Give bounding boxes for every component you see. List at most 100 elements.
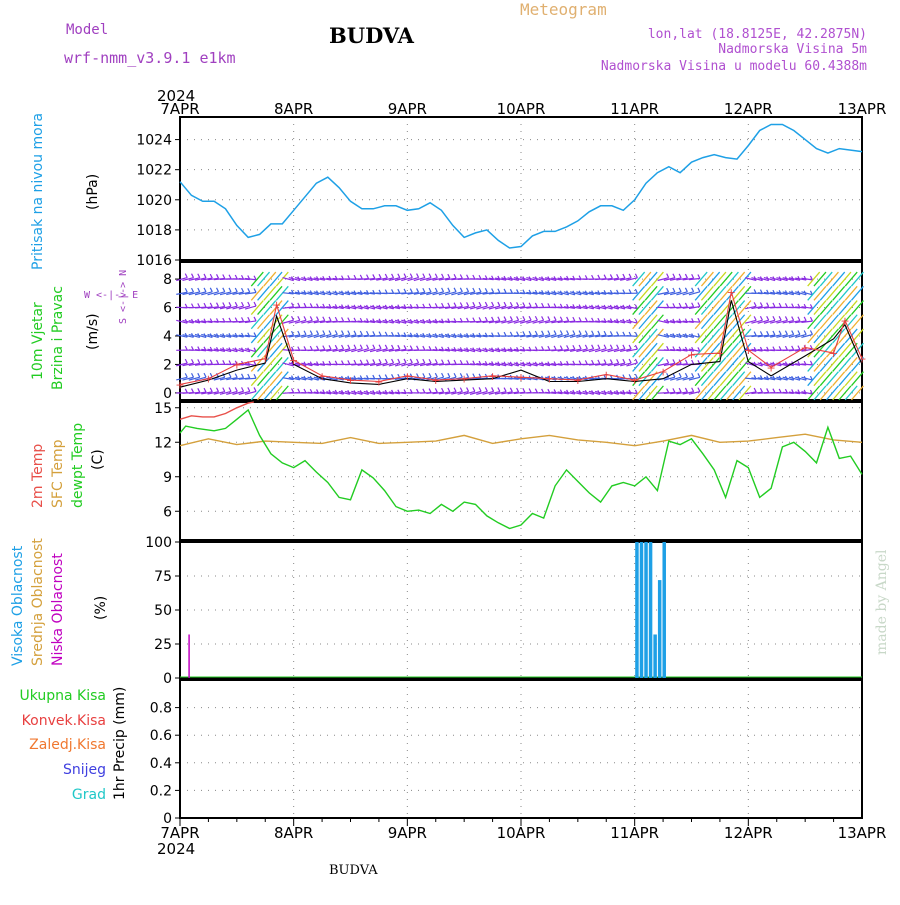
wind-barb-flag [479,288,481,292]
temperature-ytick-label: 6 [163,504,172,520]
wind-barb-flag [754,302,756,306]
wind-barb-flag [673,388,675,392]
wind-barb-flag [467,302,469,306]
wind-barb-flag [479,317,481,321]
time-label-top: 8APR [274,100,313,118]
clouds-frame [180,542,862,678]
wind-barb-flag [398,359,400,363]
wind-barb [833,329,845,343]
wind-barb [708,372,720,386]
wind-barb-flag [410,359,412,363]
wind-compass-ns: S <-|-> N [118,270,129,324]
wind-barb-flag [348,345,350,349]
wind-barb [714,315,726,329]
wind-barb-flag [598,345,600,349]
wind-barb [645,357,657,371]
wind-barb [845,272,857,286]
wind-barb [839,386,851,400]
wind-barb-flag [442,303,444,307]
wind-barb [258,272,270,286]
wind-barb-flag [242,317,244,321]
wind-barb [726,343,738,357]
wind-barb-flag [698,373,700,377]
time-label-bottom: 13APR [838,824,887,842]
wind-barb-flag [423,389,425,393]
wind-barb-flag [223,360,225,364]
wind-barb [826,301,838,315]
wind-barb-flag [410,289,412,293]
wind-barb-flag [785,331,787,335]
wind-barb-flag [410,274,412,278]
precip-label-snow: Snijeg [63,762,106,778]
wind-barb-flag [598,331,600,335]
wind-barb-flag [610,274,612,278]
wind-barb-flag [610,331,612,335]
coords-label: lon,lat (18.8125E, 42.2875N) [648,27,867,42]
wind-barb [708,386,720,400]
wind-barb-flag [248,317,250,321]
wind-barb [726,272,738,286]
wind-barb [826,286,838,300]
wind-barb-flag [454,288,456,292]
wind-barb-flag [448,388,450,392]
wind-barb-flag [192,389,194,393]
wind-barb-flag [335,345,337,349]
wind-barb-flag [373,274,375,278]
wind-barb [733,272,745,286]
wind-barb-flag [548,316,550,320]
wind-barb-flag [235,318,237,322]
wind-barb-flag [635,274,637,278]
wind-barb [708,315,720,329]
time-label-bottom: 10APR [497,824,546,842]
wind-barb [733,372,745,386]
wind-barb-flag [229,373,231,377]
wind-barb-flag [529,388,531,392]
wind-barb-flag [235,374,237,378]
precip-label-hail: Grad [72,787,106,803]
wind-barb-flag [379,332,381,336]
wind-barb-flag [785,316,787,320]
clouds-ytick-label: 100 [145,535,172,551]
wind-barb-flag [448,373,450,377]
wind-barb-flag [498,317,500,321]
wind-barb-flag [335,317,337,321]
wind-barb-flag [504,317,506,321]
wind-barb [826,329,838,343]
wind-barb-flag [229,387,231,391]
wind-speed-marker: + [727,286,736,299]
wind-barb-flag [554,331,556,335]
wind-barb [845,286,857,300]
wind-barb-flag [198,359,200,363]
wind-barb-flag [417,359,419,363]
model-label: Model [66,22,108,38]
wind-barb-flag [198,373,200,377]
wind-barb-flag [423,359,425,363]
precip-label-frz: Zaledj.Kisa [29,737,106,753]
wind-speed-marker: + [829,347,838,360]
wind-barb-flag [473,374,475,378]
wind-speed-marker: + [346,374,355,387]
wind-barb [645,315,657,329]
wind-barb-flag [373,345,375,349]
wind-speed-marker: + [289,354,298,367]
temp-ylabel-dew: dewpt Temp [70,423,86,508]
temperature-ytick-label: 9 [163,470,172,486]
plot-area: 1016101810201022102402468691215025507510… [136,100,886,842]
wind-barb-flag [435,274,437,278]
wind-barb-flag [192,373,194,377]
wind-barb [645,286,657,300]
wind-barb-flag [498,388,500,392]
wind-barb [245,378,256,379]
wind-barb-flag [385,345,387,349]
wind-barb-flag [792,346,794,350]
wind-barb-flag [373,331,375,335]
wind-barb-flag [317,331,319,335]
precip-ytick-label: 0.6 [150,728,172,744]
wind-barb [826,372,838,386]
wind-barb [701,286,713,300]
wind-barb-flag [442,388,444,392]
wind-barb-flag [492,288,494,292]
wind-barb-flag [435,303,437,307]
time-label-top: 10APR [497,100,546,118]
wind-barb-flag [473,275,475,279]
